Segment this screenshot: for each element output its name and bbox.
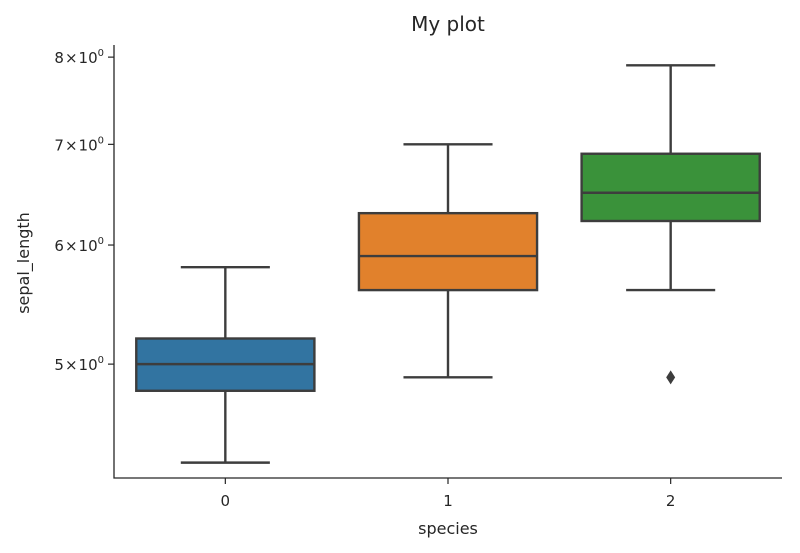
y-tick-exponent: 0	[98, 135, 104, 146]
y-tick-exponent: 0	[98, 355, 104, 366]
y-tick-exponent: 0	[98, 236, 104, 247]
y-tick-base: 6	[54, 237, 64, 255]
x-tick-label: 0	[221, 492, 231, 510]
y-tick-times: ×	[65, 356, 78, 374]
box-group-0	[135, 265, 316, 464]
iqr-box	[580, 152, 761, 223]
y-tick-label: 8×100	[54, 48, 104, 67]
y-tick-base: 5	[54, 356, 64, 374]
outlier-point	[666, 370, 676, 385]
iqr-box	[357, 211, 539, 292]
y-tick-label: 5×100	[54, 355, 104, 374]
y-tick-exponent: 0	[98, 48, 104, 59]
y-tick-mantissa: 10	[79, 237, 98, 255]
y-tick-times: ×	[65, 49, 78, 67]
x-tick-label: 1	[443, 492, 453, 510]
y-axis-label: sepal_length	[14, 212, 34, 314]
y-tick-base: 7	[54, 136, 64, 154]
y-tick-mantissa: 10	[79, 49, 98, 67]
box-group-2	[580, 64, 761, 385]
y-tick-mantissa: 10	[79, 136, 98, 154]
chart-title: My plot	[411, 12, 485, 36]
y-tick-times: ×	[65, 136, 78, 154]
box-group-1	[357, 143, 539, 379]
y-tick-label: 6×100	[54, 236, 104, 255]
y-tick-times: ×	[65, 237, 78, 255]
y-tick-base: 8	[54, 49, 64, 67]
x-axis-label: species	[418, 519, 478, 538]
axes-spines	[113, 45, 782, 479]
x-tick-label: 2	[666, 492, 676, 510]
y-tick-mantissa: 10	[79, 356, 98, 374]
y-tick-label: 7×100	[54, 135, 104, 154]
